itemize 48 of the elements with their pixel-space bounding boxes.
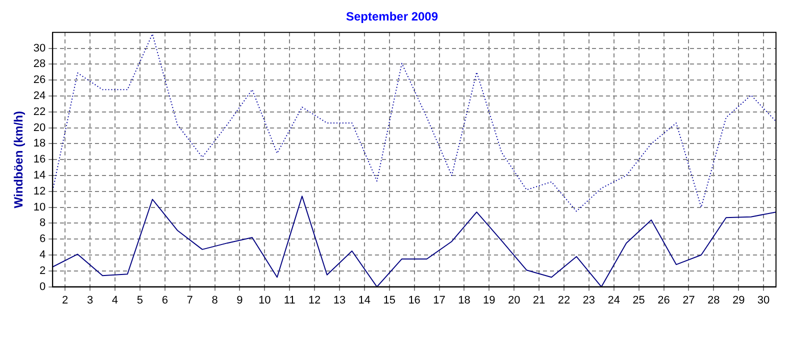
x-tick-label: 26 (658, 294, 670, 306)
x-tick-label: 6 (162, 294, 168, 306)
x-tick-label: 20 (508, 294, 520, 306)
y-tick-label: 8 (40, 217, 46, 230)
y-tick-label: 12 (33, 185, 46, 198)
y-axis-title: Windböen (km/h) (12, 110, 26, 208)
x-tick-label: 2 (62, 294, 68, 306)
x-tick-label: 13 (333, 294, 346, 306)
x-tick-label: 14 (358, 294, 371, 306)
x-tick-label: 19 (483, 294, 496, 306)
x-tick-label: 12 (308, 294, 321, 306)
y-tick-label: 30 (33, 42, 46, 54)
x-tick-label: 3 (86, 294, 94, 306)
x-tick-label: 29 (732, 294, 745, 306)
y-tick-label: 18 (33, 138, 46, 150)
y-tick-label: 10 (33, 201, 46, 214)
x-tick-label: 21 (532, 294, 546, 306)
x-tick-label: 28 (708, 294, 720, 306)
y-tick-label: 6 (40, 233, 46, 246)
x-tick-label: 7 (186, 294, 193, 306)
chart-title: September 2009 (346, 10, 438, 24)
y-tick-label: 14 (33, 170, 46, 182)
y-tick-label: 16 (33, 154, 46, 166)
x-tick-label: 8 (212, 294, 218, 306)
y-tick-label: 22 (33, 106, 46, 118)
x-tick-label: 24 (608, 294, 620, 306)
x-tick-label: 22 (558, 294, 570, 306)
y-tick-label: 20 (33, 122, 46, 134)
y-tick-label: 24 (33, 90, 46, 102)
x-tick-label: 16 (408, 294, 420, 306)
x-tick-label: 25 (632, 294, 645, 306)
x-tick-label: 18 (458, 294, 470, 306)
x-tick-label: 11 (284, 294, 296, 306)
x-tick-label: 27 (682, 294, 695, 306)
x-tick-label: 23 (582, 294, 596, 306)
x-tick-label: 4 (112, 294, 118, 306)
x-tick-label: 9 (236, 294, 243, 306)
x-tick-label: 17 (433, 294, 446, 306)
x-tick-label: 10 (258, 294, 271, 306)
y-tick-label: 2 (40, 264, 46, 277)
x-tick-label: 15 (383, 294, 396, 306)
y-tick-label: 4 (40, 249, 46, 262)
x-tick-label: 5 (136, 294, 143, 306)
x-tick-label: 30 (757, 294, 770, 306)
line-series (52, 33, 776, 212)
y-tick-label: 0 (40, 280, 46, 293)
y-tick-label: 26 (33, 74, 46, 86)
y-tick-label: 28 (33, 58, 46, 70)
